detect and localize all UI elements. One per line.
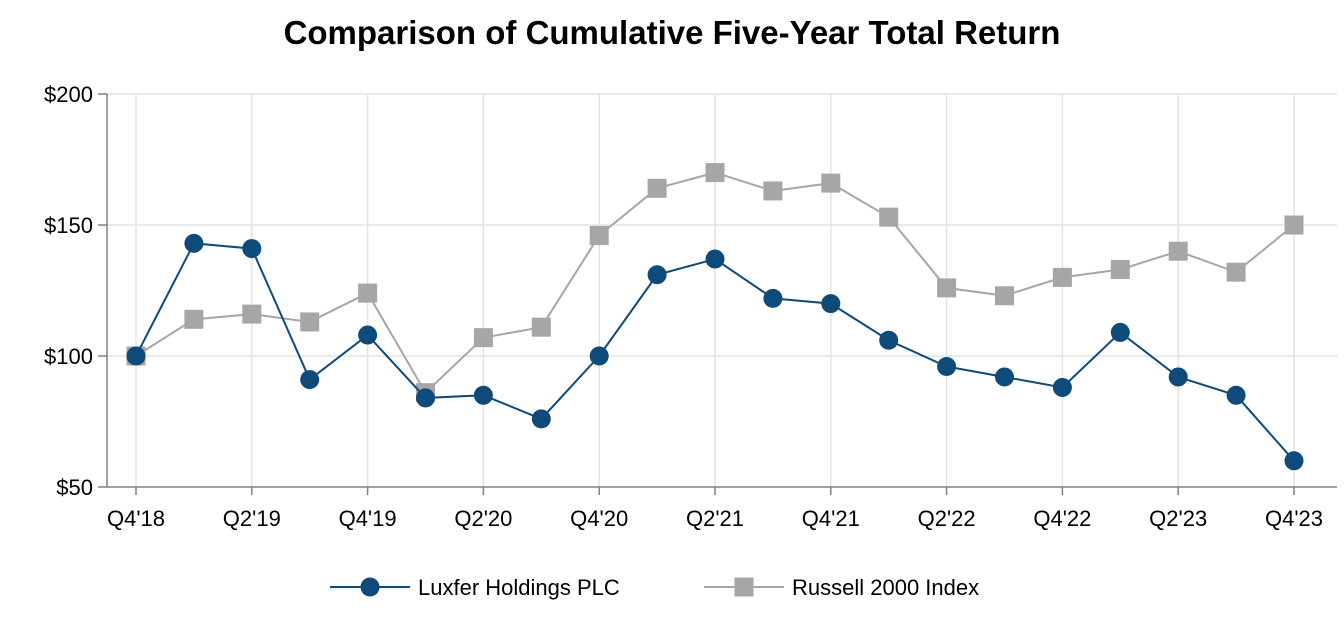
series-layer: [126, 163, 1304, 471]
russell-2000-index-point: [821, 173, 841, 193]
luxfer-holdings-plc-point: [242, 239, 262, 259]
x-tick-label: Q2'21: [686, 506, 744, 531]
luxfer-holdings-plc-point: [821, 294, 841, 314]
russell-2000-index-point: [995, 286, 1014, 306]
luxfer-holdings-plc-point: [473, 385, 493, 405]
luxfer-holdings-plc-point: [879, 330, 899, 350]
x-tick-label: Q4'19: [339, 506, 397, 531]
x-tick-label: Q2'23: [1149, 506, 1207, 531]
russell-2000-index-point: [1284, 215, 1304, 235]
y-tick-label: $100: [44, 344, 93, 369]
legend-luxfer-holdings-plc-marker: [360, 577, 380, 597]
x-tick-label: Q2'19: [223, 506, 281, 531]
luxfer-holdings-plc-point: [531, 409, 551, 429]
luxfer-holdings-plc-point: [300, 370, 320, 390]
russell-2000-index-point: [763, 181, 783, 201]
russell-2000-index-point: [1110, 260, 1130, 280]
luxfer-holdings-plc-point: [416, 388, 435, 408]
luxfer-holdings-plc-point: [937, 356, 957, 376]
russell-2000-index-point: [589, 225, 609, 245]
luxfer-holdings-plc-point: [1110, 322, 1130, 342]
x-tick-label: Q4'21: [802, 506, 860, 531]
x-tick-label: Q4'18: [107, 506, 165, 531]
y-tick-label: $150: [44, 213, 93, 238]
luxfer-holdings-plc-point: [358, 325, 378, 345]
x-tick-label: Q4'22: [1033, 506, 1091, 531]
russell-2000-index-point: [879, 207, 899, 227]
luxfer-holdings-plc-point: [1226, 385, 1246, 405]
x-tick-label: Q2'20: [454, 506, 512, 531]
russell-2000-index-point: [300, 312, 320, 332]
y-tick-label: $200: [44, 82, 93, 107]
legend-russell-2000-index-label: Russell 2000 Index: [792, 575, 979, 600]
luxfer-holdings-plc-point: [705, 249, 725, 269]
luxfer-holdings-plc-point: [1052, 377, 1072, 397]
x-tick-label: Q4'20: [570, 506, 628, 531]
russell-2000-index-point: [358, 283, 378, 303]
grid-layer: [107, 93, 1337, 487]
luxfer-holdings-plc-point: [1284, 451, 1304, 471]
russell-2000-index-point: [473, 328, 493, 348]
russell-2000-index-point: [1052, 267, 1072, 287]
luxfer-holdings-plc-point: [763, 288, 783, 308]
y-tick-label: $50: [56, 475, 93, 500]
luxfer-holdings-plc-point: [589, 346, 609, 366]
axis-layer: $50 $100 $150 $200 Q4'18 Q2'19 Q4'19 Q2'20 Q4'20…: [44, 82, 1337, 531]
luxfer-holdings-plc-point: [647, 265, 667, 285]
legend-luxfer-holdings-plc-label: Luxfer Holdings PLC: [418, 575, 620, 600]
luxfer-holdings-plc-point: [1168, 367, 1188, 387]
russell-2000-index-point: [1168, 241, 1188, 261]
legend-russell-2000-index-marker: [734, 577, 754, 597]
russell-2000-index-point: [647, 178, 667, 198]
luxfer-holdings-plc-point: [126, 346, 146, 366]
russell-2000-index-point: [705, 163, 725, 183]
russell-2000-index-point: [531, 317, 551, 337]
legend: Luxfer Holdings PLC Russell 2000 Index: [330, 575, 979, 600]
chart-title: Comparison of Cumulative Five-Year Total…: [283, 14, 1061, 51]
luxfer-holdings-plc-point: [995, 367, 1014, 387]
russell-2000-index-point: [937, 278, 957, 298]
luxfer-holdings-plc-point: [184, 233, 204, 253]
russell-2000-index-point: [1226, 262, 1246, 282]
x-tick-label: Q2'22: [918, 506, 976, 531]
russell-2000-index-point: [184, 309, 204, 329]
x-tick-label: Q4'23: [1265, 506, 1323, 531]
russell-2000-index-point: [242, 304, 262, 324]
